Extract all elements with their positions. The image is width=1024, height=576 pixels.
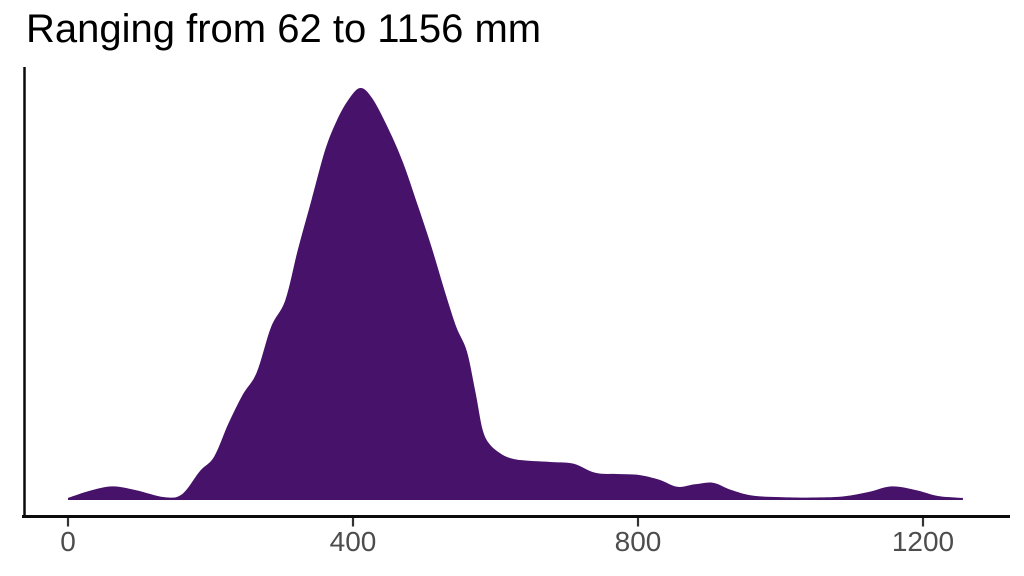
x-tick-label: 800 [615, 526, 662, 557]
x-tick-label: 1200 [892, 526, 954, 557]
density-area-series [68, 87, 963, 500]
chart-title: Ranging from 62 to 1156 mm [26, 7, 542, 51]
x-tick-label: 400 [330, 526, 377, 557]
x-tick-label: 0 [60, 526, 76, 557]
x-axis-ticks: 0 400 800 1200 [60, 518, 954, 557]
